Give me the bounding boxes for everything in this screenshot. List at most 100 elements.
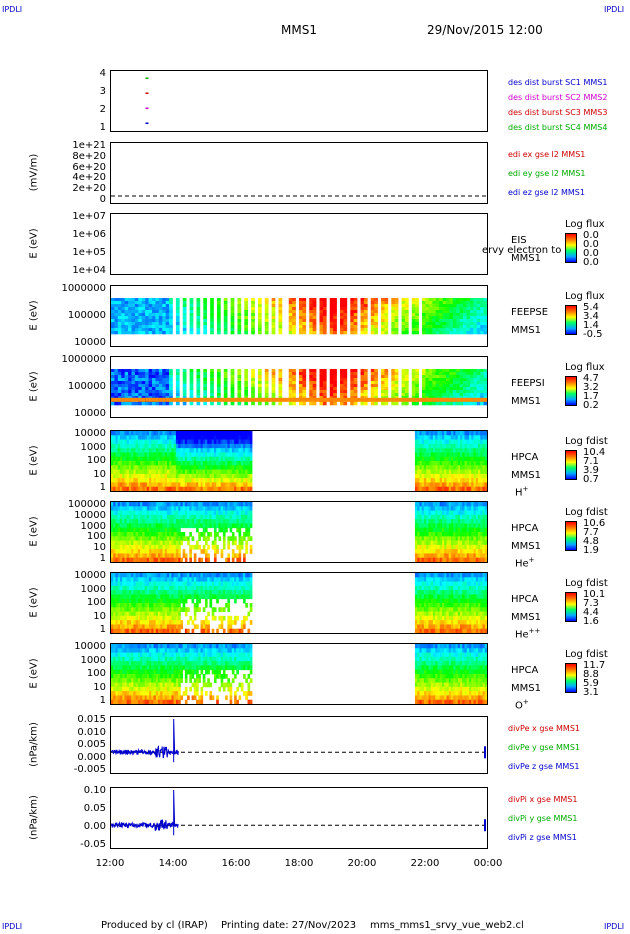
feepsi-band	[193, 397, 197, 402]
spectrogram-cell	[243, 439, 246, 445]
spectrogram-cell	[343, 304, 348, 308]
spectrogram-cell	[111, 473, 114, 479]
spectrogram-cell	[196, 452, 199, 458]
spectrogram-cell	[142, 510, 145, 516]
spectrogram-cell	[126, 435, 130, 440]
spectrogram-cell	[144, 532, 148, 537]
spectrogram-cell	[126, 502, 130, 507]
spectrogram-cell	[442, 301, 447, 305]
spectrogram-cell	[473, 469, 477, 475]
spectrogram-cell	[146, 502, 150, 507]
spectrogram-cell	[146, 615, 150, 621]
spectrogram-cell	[453, 527, 456, 533]
spectrogram-cell	[175, 456, 179, 462]
spectrogram-cell	[238, 452, 242, 458]
spectrogram-cell	[166, 519, 170, 524]
spectrogram-cell	[126, 443, 130, 449]
spectrogram-cell	[453, 510, 456, 516]
spectrogram-cell	[244, 328, 249, 332]
feepsi-band	[158, 397, 163, 402]
spectrogram-cell	[473, 473, 477, 479]
spectrogram-cell	[207, 532, 210, 537]
spectrogram-cell	[164, 465, 168, 470]
spectrogram-cell	[417, 469, 420, 475]
spectrogram-cell	[437, 523, 441, 529]
spectrogram-cell	[203, 387, 208, 391]
spectrogram-cell	[149, 439, 152, 445]
spectrogram-cell	[312, 307, 317, 311]
y-tick: 100	[86, 455, 106, 466]
spectrogram-cell	[444, 536, 447, 541]
spectrogram-cell	[421, 506, 425, 511]
spectrogram-cell	[131, 387, 136, 391]
spectrogram-cell	[363, 310, 368, 314]
spectrogram-cell	[446, 519, 450, 524]
spectrogram-cell	[124, 594, 128, 600]
spectrogram-cell	[234, 502, 237, 507]
spectrogram-cell	[374, 393, 378, 397]
spectrogram-cell	[426, 523, 429, 529]
spectrogram-cell	[162, 549, 166, 554]
spectrogram-cell	[247, 465, 251, 470]
spectrogram-cell	[475, 435, 479, 440]
spectrogram-cell	[145, 328, 149, 332]
spectrogram-cell	[119, 473, 123, 479]
spectrogram-cell	[171, 549, 175, 554]
feepsi-band	[326, 397, 331, 402]
feepsi-band	[155, 397, 160, 402]
feepsi-band	[363, 397, 368, 402]
spectrogram-cell	[146, 448, 150, 453]
spectrogram-cell	[243, 486, 246, 491]
spectrogram-cell	[425, 369, 430, 373]
spectrogram-cell	[162, 502, 166, 507]
spectrogram-cell	[145, 313, 149, 317]
spectrogram-cell	[469, 310, 474, 314]
spectrogram-cell	[247, 523, 251, 529]
spectrogram-cell	[191, 448, 195, 453]
spectrogram-cell	[271, 310, 276, 314]
spectrogram-cell	[135, 581, 139, 587]
spectrogram-cell	[164, 461, 168, 466]
spectrogram-cell	[151, 585, 154, 591]
spectrogram-cell	[299, 402, 303, 406]
spectrogram-cell	[428, 301, 433, 305]
spectrogram-cell	[448, 527, 452, 533]
spectrogram-cell	[126, 540, 130, 546]
spectrogram-cell	[178, 465, 181, 470]
spectrogram-cell	[202, 506, 206, 511]
feepsi-band	[285, 397, 290, 402]
spectrogram-cell	[251, 298, 255, 302]
spectrogram-cell	[439, 448, 443, 453]
spectrogram-cell	[216, 478, 219, 483]
spectrogram-cell	[455, 443, 459, 449]
spectrogram-cell	[149, 473, 152, 479]
spectrogram-cell	[471, 502, 474, 507]
spectrogram-cell	[456, 393, 460, 397]
spectrogram-cell	[249, 473, 253, 479]
spectrogram-cell	[468, 486, 472, 491]
spectrogram-cell	[216, 322, 221, 326]
spectrogram-cell	[141, 393, 146, 397]
spectrogram-cell	[426, 478, 429, 483]
spectrogram-cell	[124, 527, 128, 533]
spectrogram-cell	[113, 590, 116, 595]
spectrogram-cell	[218, 431, 222, 436]
spectrogram-cell	[180, 461, 184, 466]
spectrogram-cell	[426, 435, 429, 440]
spectrogram-cell	[131, 369, 136, 373]
spectrogram-cell	[121, 322, 125, 326]
spectrogram-cell	[243, 456, 246, 462]
spectrogram-cell	[171, 469, 175, 475]
spectrogram-cell	[439, 431, 443, 436]
spectrogram-cell	[134, 402, 139, 406]
spectrogram-cell	[182, 369, 187, 373]
spectrogram-cell	[175, 431, 179, 436]
spectrogram-cell	[473, 304, 478, 308]
spectrogram-cell	[229, 452, 233, 458]
spectrogram-cell	[401, 387, 406, 391]
spectrogram-cell	[196, 316, 201, 320]
spectrogram-cell	[119, 506, 123, 511]
spectrogram-cell	[211, 448, 215, 453]
spectrogram-cell	[343, 316, 348, 320]
spectrogram-cell	[198, 482, 201, 488]
